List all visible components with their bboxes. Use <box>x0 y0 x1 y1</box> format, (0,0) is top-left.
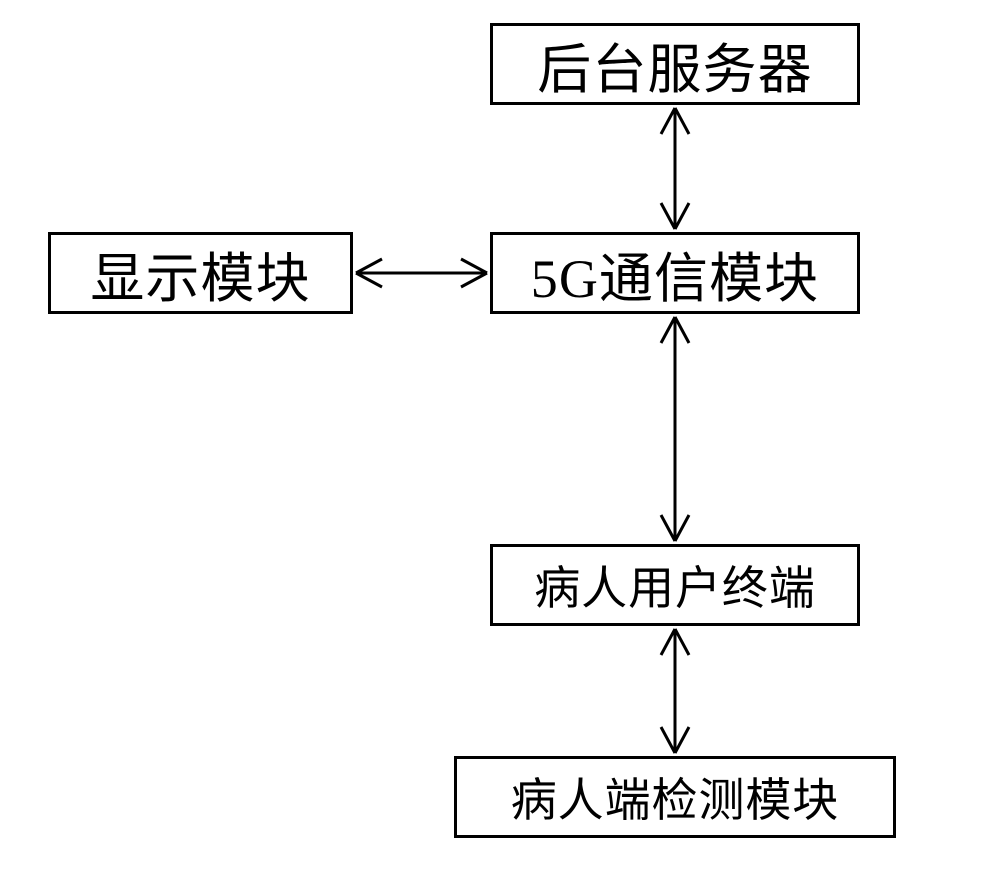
node-display: 显示模块 <box>48 232 353 314</box>
node-server: 后台服务器 <box>490 23 860 105</box>
node-comm-label: 5G通信模块 <box>531 234 819 313</box>
node-detect-label: 病人端检测模块 <box>511 764 839 830</box>
node-comm: 5G通信模块 <box>490 232 860 314</box>
node-server-label: 后台服务器 <box>537 25 812 104</box>
node-terminal: 病人用户终端 <box>490 544 860 626</box>
node-terminal-label: 病人用户终端 <box>534 552 816 618</box>
node-detect: 病人端检测模块 <box>454 756 896 838</box>
diagram-canvas: 后台服务器 显示模块 5G通信模块 病人用户终端 病人端检测模块 <box>0 0 1000 891</box>
node-display-label: 显示模块 <box>90 234 310 313</box>
